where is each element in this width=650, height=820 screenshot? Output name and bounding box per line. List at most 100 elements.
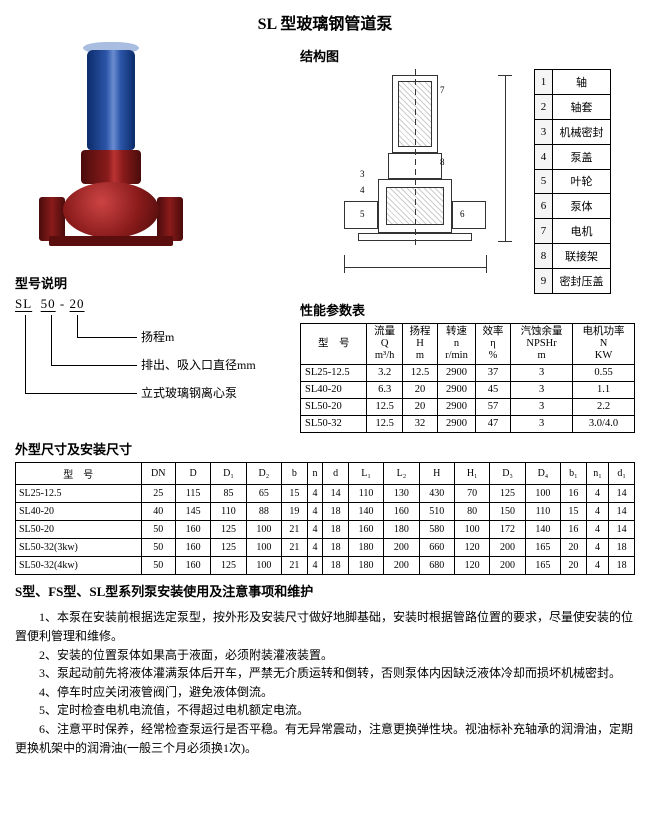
- dim-cell: 125: [211, 539, 246, 557]
- dim-cell: 100: [246, 557, 281, 575]
- dim-cell: 160: [348, 521, 383, 539]
- dim-cell: 180: [348, 557, 383, 575]
- dim-cell: 4: [586, 503, 609, 521]
- dim-cell: 200: [384, 557, 419, 575]
- dim-cell: 14: [323, 485, 349, 503]
- dim-col-header: L₂: [384, 463, 419, 485]
- perf-col-header: 流量Qm³/h: [367, 324, 402, 365]
- dim-cell: 85: [211, 485, 246, 503]
- dim-cell: 172: [490, 521, 525, 539]
- dim-col-header: H: [419, 463, 454, 485]
- part-number: 7: [535, 219, 553, 244]
- note-item: 2、安装的位置泵体如果高于液面，必须附装灌液装置。: [15, 646, 635, 665]
- perf-col-header: 效率η%: [475, 324, 510, 365]
- dim-cell: 180: [384, 521, 419, 539]
- dim-cell: 115: [175, 485, 210, 503]
- dim-cell: 120: [454, 557, 489, 575]
- perf-cell: 12.5: [402, 365, 437, 382]
- perf-cell: 3: [511, 365, 573, 382]
- dim-cell: 80: [454, 503, 489, 521]
- dim-col-header: d: [323, 463, 349, 485]
- part-number: 8: [535, 244, 553, 269]
- dim-cell: 110: [211, 503, 246, 521]
- dim-cell: 130: [384, 485, 419, 503]
- dim-cell: 4: [307, 485, 323, 503]
- perf-cell: 3.2: [367, 365, 402, 382]
- dim-cell: 16: [561, 485, 587, 503]
- dim-cell: 125: [211, 521, 246, 539]
- dim-cell: 125: [490, 485, 525, 503]
- dim-cell: 580: [419, 521, 454, 539]
- part-name: 泵盖: [553, 144, 611, 169]
- dim-col-header: n: [307, 463, 323, 485]
- dim-cell: 50: [141, 521, 175, 539]
- dim-cell: 110: [525, 503, 560, 521]
- dim-cell: 125: [211, 557, 246, 575]
- perf-col-header: 转速nr/min: [438, 324, 476, 365]
- model-explain-heading: 型号说明: [15, 273, 285, 292]
- dim-cell: 510: [419, 503, 454, 521]
- perf-cell: 3: [511, 382, 573, 399]
- dim-cell: 160: [175, 539, 210, 557]
- part-number: 5: [535, 169, 553, 194]
- performance-table: 型 号流量Qm³/h扬程Hm转速nr/min效率η%汽蚀余量NPSHrm电机功率…: [300, 323, 635, 433]
- dim-col-header: n₁: [586, 463, 609, 485]
- dim-cell: 180: [348, 539, 383, 557]
- note-item: 4、停车时应关闭液管阀门，避免液体倒流。: [15, 683, 635, 702]
- dim-cell: SL50-32(4kw): [16, 557, 142, 575]
- dim-cell: 20: [561, 557, 587, 575]
- dim-cell: 200: [384, 539, 419, 557]
- dim-col-header: b: [282, 463, 308, 485]
- perf-cell: 12.5: [367, 416, 402, 433]
- perf-cell: 3: [511, 416, 573, 433]
- perf-col-header: 扬程Hm: [402, 324, 437, 365]
- note-item: 1、本泵在安装前根据选定泵型，按外形及安装尺寸做好地脚基础，安装时根据管路位置的…: [15, 608, 635, 645]
- part-name: 电机: [553, 219, 611, 244]
- perf-cell: SL40-20: [301, 382, 367, 399]
- dim-cell: 4: [307, 539, 323, 557]
- dim-cell: 18: [323, 557, 349, 575]
- dim-cell: 160: [384, 503, 419, 521]
- dim-cell: 88: [246, 503, 281, 521]
- note-item: 6、注意平时保养，经常检查泵运行是否平稳。有无异常震动，注意更换弹性块。视油标补…: [15, 720, 635, 757]
- dim-cell: 19: [282, 503, 308, 521]
- dim-cell: 4: [586, 539, 609, 557]
- part-number: 2: [535, 94, 553, 119]
- dim-cell: 100: [525, 485, 560, 503]
- dim-cell: 18: [323, 539, 349, 557]
- dim-cell: 21: [282, 557, 308, 575]
- part-number: 9: [535, 269, 553, 294]
- dim-cell: 660: [419, 539, 454, 557]
- dim-cell: 100: [246, 539, 281, 557]
- dim-cell: 21: [282, 521, 308, 539]
- dim-col-header: H₁: [454, 463, 489, 485]
- dim-cell: 120: [454, 539, 489, 557]
- perf-cell: 2900: [438, 416, 476, 433]
- perf-col-header: 汽蚀余量NPSHrm: [511, 324, 573, 365]
- dim-cell: 145: [175, 503, 210, 521]
- perf-cell: 57: [475, 399, 510, 416]
- notes-heading: S型、FS型、SL型系列泵安装使用及注意事项和维护: [15, 581, 635, 600]
- part-name: 密封压盖: [553, 269, 611, 294]
- perf-cell: 37: [475, 365, 510, 382]
- dim-cell: 140: [348, 503, 383, 521]
- dim-cell: 200: [490, 539, 525, 557]
- dim-cell: 15: [282, 485, 308, 503]
- dim-cell: 4: [586, 557, 609, 575]
- part-name: 泵体: [553, 194, 611, 219]
- dim-cell: 14: [609, 521, 635, 539]
- dim-cell: SL40-20: [16, 503, 142, 521]
- part-name: 轴套: [553, 94, 611, 119]
- part-number: 1: [535, 70, 553, 95]
- dim-cell: 200: [490, 557, 525, 575]
- dim-cell: 430: [419, 485, 454, 503]
- perf-cell: 2900: [438, 365, 476, 382]
- perf-cell: 12.5: [367, 399, 402, 416]
- dim-cell: 14: [609, 503, 635, 521]
- part-number: 4: [535, 144, 553, 169]
- perf-cell: SL25-12.5: [301, 365, 367, 382]
- dim-cell: 16: [561, 521, 587, 539]
- dim-col-header: b₁: [561, 463, 587, 485]
- part-name: 机械密封: [553, 119, 611, 144]
- dim-cell: 4: [307, 521, 323, 539]
